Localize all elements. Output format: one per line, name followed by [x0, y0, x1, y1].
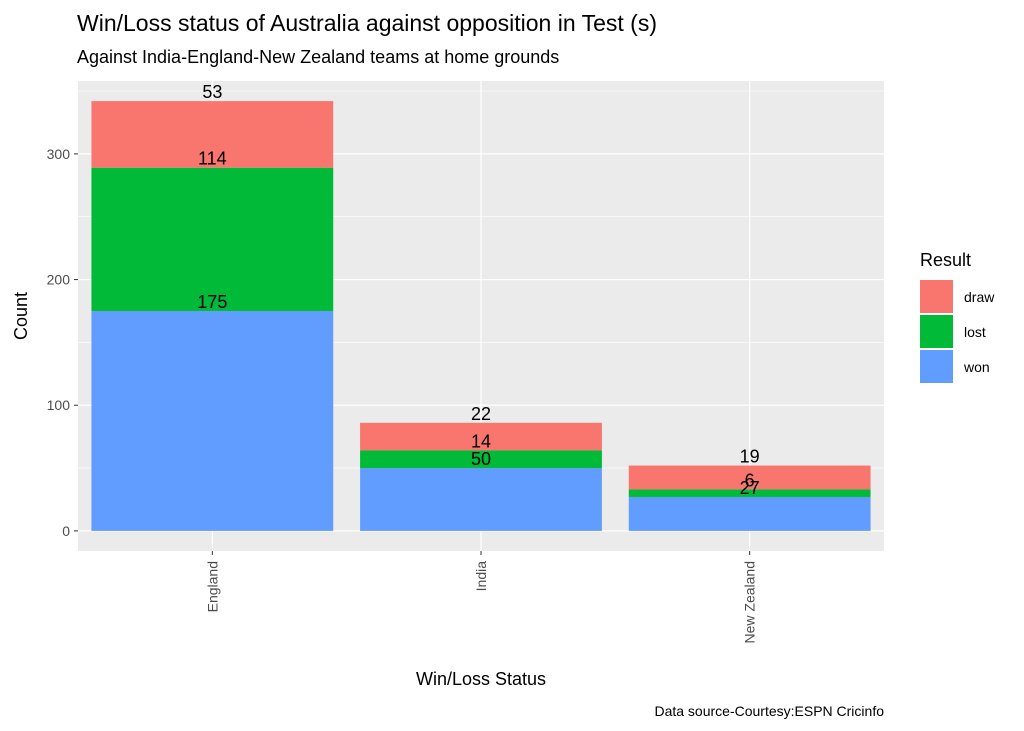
y-axis-title: Count [11, 292, 31, 340]
data-label: 175 [197, 292, 227, 312]
y-tick-label: 0 [62, 523, 70, 539]
bar-lost-india [360, 450, 602, 469]
chart-title: Win/Loss status of Australia against opp… [77, 10, 657, 36]
x-tick-label: New Zealand [742, 561, 758, 644]
legend-label-won: won [963, 359, 990, 375]
data-label: 6 [745, 470, 755, 490]
legend-key-lost [920, 315, 953, 348]
chart-subtitle: Against India-England-New Zealand teams … [77, 47, 559, 67]
y-tick-label: 300 [47, 146, 71, 162]
data-label: 27 [740, 478, 760, 498]
data-label: 50 [471, 449, 491, 469]
data-label: 114 [198, 149, 227, 169]
caption: Data source-Courtesy:ESPN Cricinfo [654, 703, 884, 719]
x-axis: England India New Zealand [204, 551, 758, 644]
bar-lost-england [91, 167, 334, 311]
y-tick-label: 100 [47, 397, 71, 413]
bar-won-new-zealand [628, 496, 871, 531]
bar-draw-new-zealand [628, 465, 871, 490]
x-tick-label: India [473, 561, 489, 592]
bar-draw-england [91, 101, 334, 168]
data-label: 14 [471, 431, 491, 451]
bar-draw-india [360, 422, 602, 451]
data-label: 22 [471, 404, 491, 424]
legend-label-draw: draw [964, 289, 995, 305]
legend-label-lost: lost [964, 324, 986, 340]
bar-lost-new-zealand [628, 489, 871, 497]
x-axis-title: Win/Loss Status [416, 669, 546, 689]
y-axis: 0 100 200 300 [47, 146, 78, 539]
bar-won-india [360, 468, 602, 531]
data-label: 19 [740, 447, 760, 467]
legend: Result draw lost won [920, 250, 995, 383]
legend-title: Result [920, 250, 971, 270]
y-tick-label: 200 [47, 272, 71, 288]
x-tick-label: England [204, 561, 220, 612]
data-label: 53 [202, 82, 222, 102]
legend-key-draw [920, 280, 953, 313]
bars [91, 101, 871, 531]
legend-key-won [920, 350, 953, 383]
bar-won-england [91, 310, 334, 531]
